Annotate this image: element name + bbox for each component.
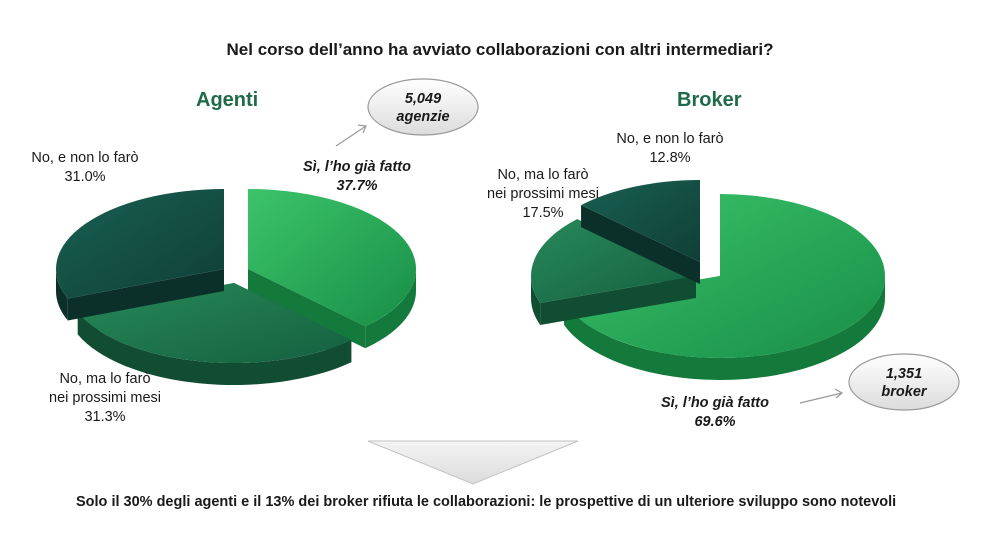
agenti-slice-ma-side (77, 312, 352, 385)
broker-callout-arrow (799, 388, 844, 404)
agenti-slice-si-side (365, 269, 416, 349)
broker-slice-non-top (581, 180, 700, 262)
agenti-label-si: Sì, l’ho già fatto 37.7% (292, 158, 422, 196)
agenti-callout-text: 5,049 agenzie (373, 90, 473, 126)
agenti-label-no-ma-value: 31.3% (84, 409, 126, 425)
agenti-slice-non-top (56, 189, 224, 299)
agenti-callout-arrow (335, 124, 367, 147)
broker-label-no-non-value: 12.8% (649, 150, 691, 166)
broker-slice-ma-side (531, 276, 541, 325)
broker-slice-non-cut-0 (581, 205, 700, 284)
agenti-callout-value: 5,049 (404, 91, 442, 107)
broker-callout-unit: broker (881, 384, 927, 400)
agenti-label-si-text: Sì, l’ho già fatto (303, 159, 411, 175)
broker-slice-ma-top (530, 219, 696, 303)
agenti-slice-si (248, 189, 417, 349)
agenti-slice-si-top (248, 189, 417, 327)
agenti-slice-si-cut-1 (248, 269, 366, 349)
conclusion-text: Solo il 30% degli agenti e il 13% dei br… (76, 494, 897, 510)
agenti-slice-non-side (56, 269, 68, 321)
funnel-shape (367, 440, 579, 485)
broker-slice-si-side (564, 276, 885, 380)
agenti-label-no-ma: No, ma lo farò nei prossimi mesi 31.3% (20, 370, 190, 427)
broker-slice-ma-cut-0 (540, 276, 696, 325)
broker-label-no-ma: No, ma lo farò nei prossimi mesi 17.5% (458, 166, 628, 223)
broker-callout-text: 1,351 broker (854, 365, 954, 401)
broker-label-no-non-text: No, e non lo farò (616, 131, 724, 147)
agenti-label-no-ma-line2: nei prossimi mesi (49, 390, 161, 406)
broker-slice-non (581, 180, 700, 284)
agenti-callout-bubble (367, 78, 479, 136)
broker-label-no-non: No, e non lo farò 12.8% (595, 130, 745, 168)
agenti-label-no-non: No, e non lo farò 31.0% (10, 149, 160, 187)
broker-label-no-ma-line1: No, ma lo farò (497, 167, 589, 183)
broker-label-si-text: Sì, l’ho già fatto (661, 395, 769, 411)
agenti-slice-non (56, 189, 225, 321)
agenti-callout-unit: agenzie (396, 109, 450, 125)
agenti-label-no-ma-line1: No, ma lo farò (59, 371, 151, 387)
agenti-label-no-non-value: 31.0% (64, 169, 106, 185)
broker-label-si: Sì, l’ho già fatto 69.6% (640, 394, 790, 432)
broker-callout-value: 1,351 (885, 366, 923, 382)
broker-label-no-ma-line2: nei prossimi mesi (487, 186, 599, 202)
broker-label-no-ma-value: 17.5% (522, 205, 564, 221)
broker-callout-bubble (848, 353, 960, 411)
broker-slice-si-top (564, 194, 886, 358)
broker-label-si-value: 69.6% (694, 414, 736, 430)
chart-title-broker: Broker (677, 89, 742, 111)
chart-title-agenti: Agenti (196, 89, 259, 111)
agenti-slice-non-cut-0 (67, 269, 225, 321)
chart-main-title: Nel corso dell’anno ha avviato collabora… (226, 40, 774, 59)
agenti-label-si-value: 37.7% (336, 178, 378, 194)
agenti-label-no-non-text: No, e non lo farò (31, 150, 139, 166)
